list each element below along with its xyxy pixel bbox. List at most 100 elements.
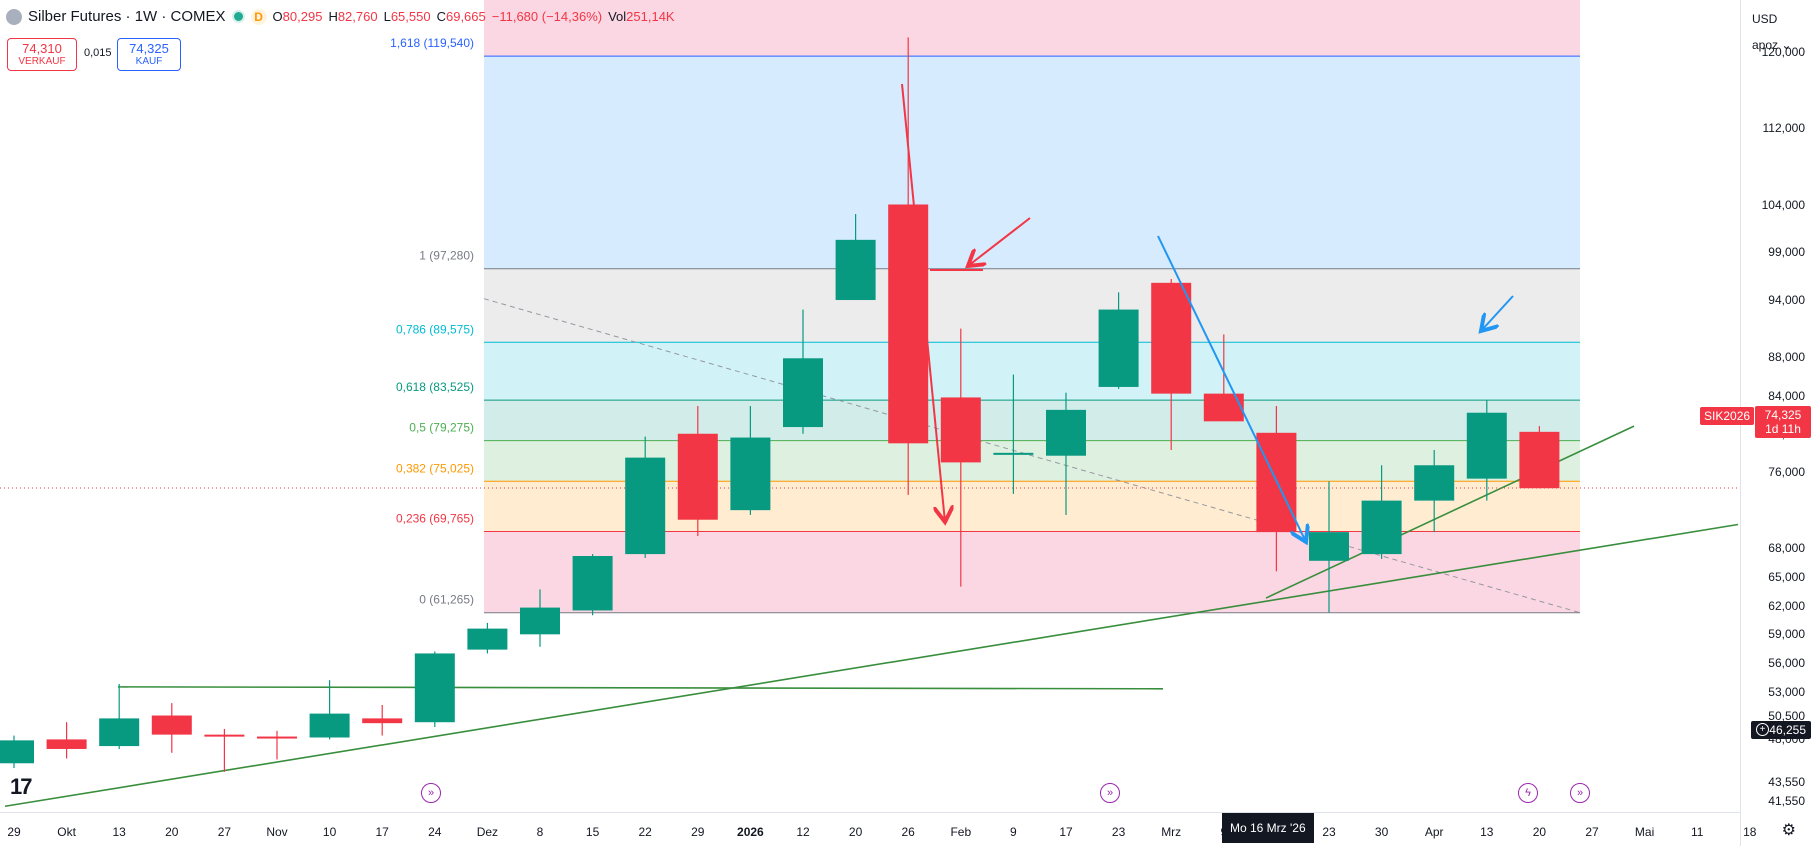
ohlc-high: H82,760	[328, 9, 378, 24]
price-tick-label: 99,000	[1768, 245, 1805, 260]
price-tick-label: 43,550	[1768, 774, 1805, 789]
time-tick-label: Mai	[1634, 825, 1655, 839]
fib-level-label: 0,382 (75,025)	[396, 461, 474, 475]
time-tick-label: 24	[428, 825, 442, 839]
candle-body	[1414, 465, 1455, 501]
delay-badge[interactable]: D	[250, 8, 267, 25]
candle-body	[783, 358, 823, 428]
price-chart[interactable]: 1,618 (119,540) 1 (97,280) 0,786 (89,575) 0…	[0, 0, 1740, 812]
price-tick-label: 50,500	[1768, 708, 1805, 723]
price-tick-label: 65,000	[1768, 570, 1805, 585]
event-marker-icon[interactable]: »	[1100, 783, 1120, 803]
chart-header: Silber Futures · 1W · COMEX D O80,295 H8…	[6, 8, 675, 25]
candle-body	[835, 239, 876, 301]
candle-body	[46, 739, 87, 749]
buy-label: KAUF	[135, 56, 163, 67]
time-tick-label: 18	[1743, 825, 1757, 839]
candle-body	[888, 204, 929, 444]
candle-body	[467, 628, 508, 650]
dividend-flash-icon[interactable]: ϟ	[1518, 783, 1538, 803]
time-tick-label: Okt	[57, 825, 76, 839]
scale-mode-selector[interactable]: apoz ⌄	[1752, 38, 1792, 52]
fib-zone	[484, 400, 1580, 441]
symbol-icon[interactable]	[6, 8, 22, 25]
event-marker-icon[interactable]: »	[1570, 783, 1590, 803]
fib-zone	[484, 268, 1580, 343]
bar-countdown: 1d 11h	[1765, 422, 1801, 436]
time-tick-label: Feb	[950, 825, 972, 839]
symbol-title[interactable]: Silber Futures · 1W · COMEX	[28, 8, 226, 25]
tradingview-logo-icon[interactable]: 17	[10, 774, 33, 799]
candle-body	[572, 556, 613, 611]
time-tick-label: 20	[165, 825, 179, 839]
time-axis[interactable]: 29 Okt 13 20 27 Nov 10 17 24 Dez 8 15 22 29 2026 12 20 26…	[0, 812, 1756, 847]
time-tick-label: 11	[1690, 825, 1704, 839]
market-status-icon	[231, 10, 245, 23]
time-tick-label: 10	[322, 825, 337, 839]
time-tick-label: 29	[7, 825, 21, 839]
price-tick-label: 76,000	[1768, 464, 1805, 479]
time-tick-label: 20	[848, 825, 863, 839]
buy-button[interactable]: 74,325 KAUF	[117, 38, 181, 71]
fib-zone	[484, 0, 1580, 57]
candle-body	[940, 397, 981, 463]
gear-icon[interactable]: ⚙	[1781, 822, 1796, 839]
ohlc-open: O80,295	[272, 9, 323, 24]
fib-zone	[484, 342, 1580, 401]
current-price-value: 74,325	[1764, 408, 1802, 422]
ohlc-legend: O80,295 H82,760 L65,550 C69,665 −11,680 …	[273, 9, 675, 24]
trend-line-long	[4, 523, 1739, 808]
candle-body	[677, 433, 718, 520]
candle-body	[625, 457, 666, 555]
spread-value: 0,015	[84, 47, 112, 59]
event-marker-icon[interactable]: »	[421, 783, 441, 803]
price-tick-label: 62,000	[1768, 598, 1805, 613]
time-tick-label: 17	[375, 825, 389, 839]
red-arrow-down	[901, 83, 945, 522]
fib-level-label: 0,786 (89,575)	[396, 322, 474, 336]
price-tick-label: 59,000	[1768, 627, 1805, 642]
candle-body	[1361, 500, 1402, 555]
price-tick-label: 112,000	[1762, 121, 1806, 136]
fib-level-label: 1 (97,280)	[419, 249, 474, 263]
candle-body	[1203, 393, 1244, 422]
time-tick-label: 27	[1585, 825, 1599, 839]
candle-body	[520, 607, 560, 635]
crosshair-time-label: Mo 16 Mrz '26	[1222, 813, 1314, 843]
price-tick-label: 94,000	[1768, 293, 1805, 308]
candle-body	[1466, 412, 1507, 479]
candle-body	[257, 736, 297, 739]
time-tick-label: 22	[638, 825, 652, 839]
buy-price: 74,325	[129, 41, 169, 56]
candle-body	[1046, 409, 1086, 456]
volume: Vol251,14K	[608, 9, 675, 24]
candle-body	[0, 740, 34, 764]
time-tick-label: 30	[1374, 825, 1389, 839]
candle-body	[151, 715, 192, 735]
blue-arrow-small	[1481, 295, 1514, 331]
fib-zone	[484, 56, 1580, 269]
price-tick-label: 53,000	[1768, 684, 1805, 699]
candle-body	[1151, 282, 1192, 394]
candle-body	[99, 718, 140, 747]
time-tick-label: 20	[1532, 825, 1547, 839]
sell-button[interactable]: 74,310 VERKAUF	[7, 38, 77, 71]
price-tick-label: 56,000	[1768, 655, 1805, 670]
crosshair-price-label: + 46,255	[1751, 721, 1811, 739]
price-tick-label: 41,550	[1768, 794, 1805, 808]
fib-level-label: 0,5 (79,275)	[409, 421, 474, 435]
time-tick-label: 8	[536, 825, 544, 839]
plus-circle-icon[interactable]: +	[1756, 723, 1769, 736]
time-tick-label: 26	[901, 825, 915, 839]
ohlc-close: C69,665	[436, 9, 486, 24]
trend-line-short	[1265, 425, 1635, 599]
candle-body	[362, 718, 403, 724]
horizontal-level-line	[117, 686, 1164, 690]
currency-selector[interactable]: USD	[1752, 12, 1778, 26]
time-tick-label: 12	[796, 825, 810, 839]
time-tick-label: 17	[1059, 825, 1073, 839]
time-tick-label: 13	[112, 825, 126, 839]
fib-trend-line	[483, 298, 1581, 614]
candle-body	[730, 437, 771, 511]
time-tick-label: 2026	[737, 825, 764, 839]
